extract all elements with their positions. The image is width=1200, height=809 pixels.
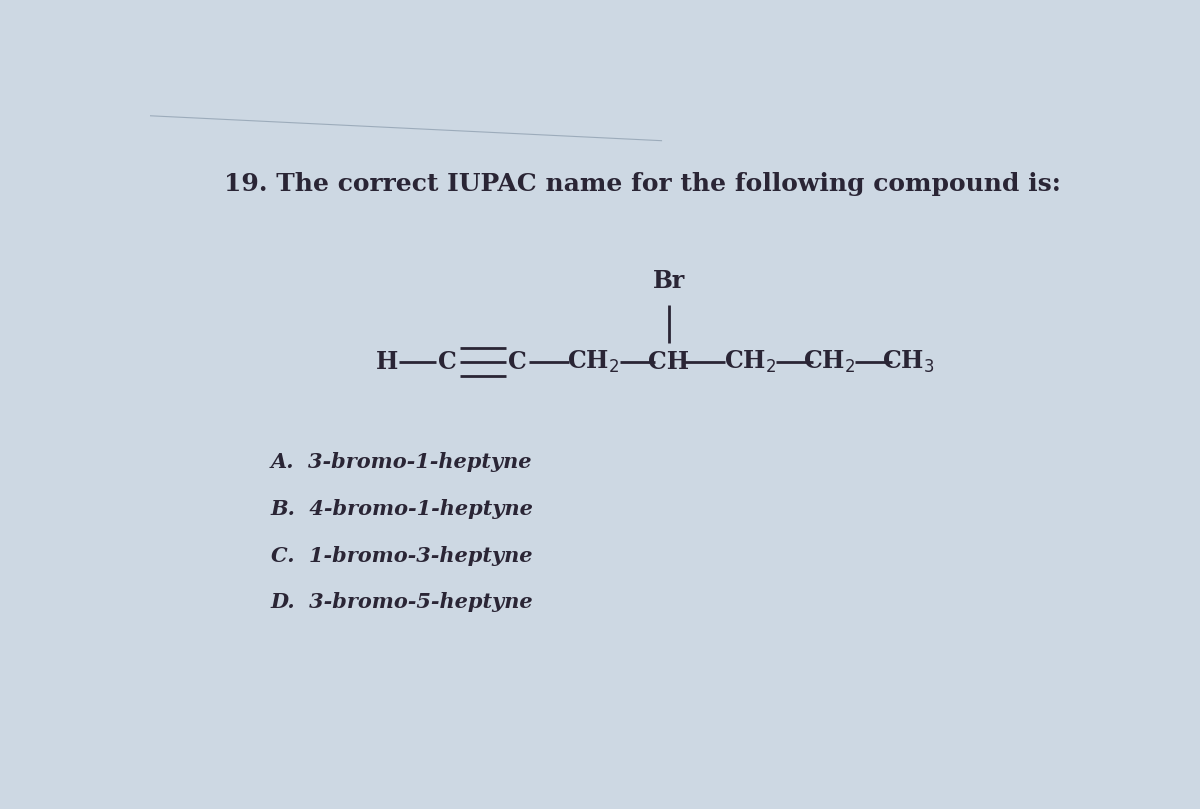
Text: A.  3-bromo-1-heptyne: A. 3-bromo-1-heptyne <box>271 452 533 472</box>
Text: 19. The correct IUPAC name for the following compound is:: 19. The correct IUPAC name for the follo… <box>224 172 1061 196</box>
Text: CH: CH <box>648 349 690 374</box>
Text: C.  1-bromo-3-heptyne: C. 1-bromo-3-heptyne <box>271 545 533 565</box>
Text: C: C <box>508 349 527 374</box>
Text: D.  3-bromo-5-heptyne: D. 3-bromo-5-heptyne <box>271 592 534 612</box>
Text: Br: Br <box>653 269 685 293</box>
Text: CH$_2$: CH$_2$ <box>724 349 776 375</box>
Text: CH$_2$: CH$_2$ <box>803 349 856 375</box>
Text: C: C <box>438 349 457 374</box>
Text: CH$_2$: CH$_2$ <box>566 349 619 375</box>
Text: H: H <box>376 349 398 374</box>
Text: CH$_3$: CH$_3$ <box>882 349 934 375</box>
Text: B.  4-bromo-1-heptyne: B. 4-bromo-1-heptyne <box>271 499 534 519</box>
